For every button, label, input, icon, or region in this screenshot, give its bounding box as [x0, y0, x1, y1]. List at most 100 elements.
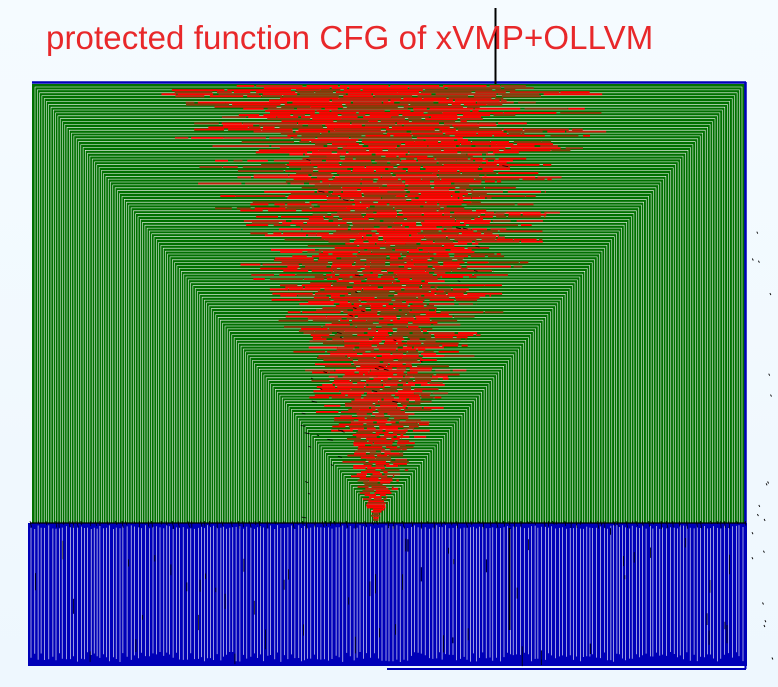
cfg-edge — [751, 531, 754, 535]
basic-block — [378, 232, 418, 235]
basic-block — [322, 384, 333, 386]
basic-block — [521, 132, 525, 135]
basic-block — [431, 319, 458, 322]
basic-block — [321, 236, 362, 239]
basic-block — [352, 168, 386, 170]
basic-block — [411, 120, 456, 123]
basic-block — [363, 396, 394, 399]
basic-block — [351, 379, 361, 382]
basic-block — [302, 157, 341, 160]
basic-block — [353, 444, 366, 447]
basic-block — [391, 334, 432, 337]
basic-blocks — [161, 85, 607, 521]
basic-block — [404, 469, 409, 472]
cfg-edge — [337, 456, 342, 458]
basic-block — [371, 485, 387, 488]
basic-block — [501, 95, 541, 98]
basic-block — [407, 168, 420, 170]
basic-block — [232, 103, 281, 106]
basic-block — [517, 203, 534, 206]
basic-block — [220, 195, 236, 197]
cfg-edge — [221, 520, 224, 527]
basic-block — [544, 215, 546, 218]
basic-block — [390, 85, 440, 87]
basic-block — [316, 232, 329, 235]
cfg-edge — [305, 520, 308, 530]
basic-block — [366, 259, 412, 262]
basic-block — [330, 352, 357, 355]
basic-block — [376, 296, 417, 299]
basic-block — [364, 483, 383, 486]
basic-block — [390, 419, 400, 422]
cfg-edge — [762, 550, 765, 553]
basic-block — [373, 516, 379, 519]
basic-block — [318, 249, 365, 251]
cfg-edge — [696, 520, 698, 528]
basic-block — [383, 398, 407, 401]
basic-block — [445, 355, 475, 357]
basic-block — [433, 155, 473, 158]
basic-block — [317, 136, 349, 139]
basic-block — [348, 425, 375, 428]
cfg-edge — [258, 520, 261, 528]
basic-block — [421, 178, 440, 181]
basic-block — [336, 280, 362, 283]
basic-block — [482, 176, 536, 179]
dispatcher-loop-edge — [238, 342, 524, 523]
basic-block — [361, 178, 374, 181]
basic-block — [424, 280, 445, 283]
basic-block — [522, 213, 547, 216]
basic-block — [371, 309, 399, 312]
basic-block — [405, 182, 451, 185]
basic-block — [458, 145, 472, 148]
cfg-edge — [327, 438, 333, 441]
basic-block — [367, 238, 379, 241]
basic-block — [387, 130, 407, 133]
basic-block — [344, 373, 364, 376]
basic-block — [393, 462, 407, 465]
basic-block — [482, 168, 510, 170]
basic-block — [356, 435, 377, 438]
basic-block — [442, 344, 458, 347]
cfg-edge — [642, 520, 644, 527]
basic-block — [471, 242, 479, 245]
basic-block — [161, 93, 177, 96]
cfg-edge — [736, 520, 739, 525]
basic-block — [336, 172, 391, 175]
basic-block — [263, 126, 275, 129]
basic-block — [392, 319, 431, 322]
basic-block — [436, 292, 446, 295]
cfg-edge — [751, 258, 754, 261]
basic-block — [455, 147, 506, 150]
basic-block — [503, 128, 523, 131]
basic-block — [462, 114, 491, 116]
basic-block — [381, 276, 393, 278]
cfg-edge — [319, 388, 323, 390]
cfg-edge — [756, 513, 759, 517]
basic-block — [366, 394, 392, 397]
basic-block — [292, 255, 307, 258]
basic-block — [346, 145, 363, 148]
basic-block — [366, 423, 386, 426]
basic-block — [451, 215, 478, 218]
basic-block — [457, 139, 468, 141]
cfg-edge — [478, 520, 481, 524]
basic-block — [371, 234, 409, 237]
basic-block — [336, 120, 369, 123]
basic-block — [321, 336, 341, 339]
basic-block — [317, 188, 358, 191]
basic-block — [367, 207, 394, 210]
basic-block — [307, 222, 347, 224]
basic-block — [311, 141, 357, 143]
basic-block — [217, 91, 232, 94]
cfg-edge — [336, 332, 342, 334]
basic-block — [547, 130, 565, 133]
basic-block — [286, 207, 310, 210]
basic-block — [300, 226, 349, 229]
basic-block — [485, 186, 516, 189]
cfg-edge — [597, 520, 600, 529]
basic-block — [351, 388, 380, 391]
basic-block — [356, 473, 367, 476]
basic-block — [389, 203, 438, 206]
basic-block — [313, 390, 339, 393]
